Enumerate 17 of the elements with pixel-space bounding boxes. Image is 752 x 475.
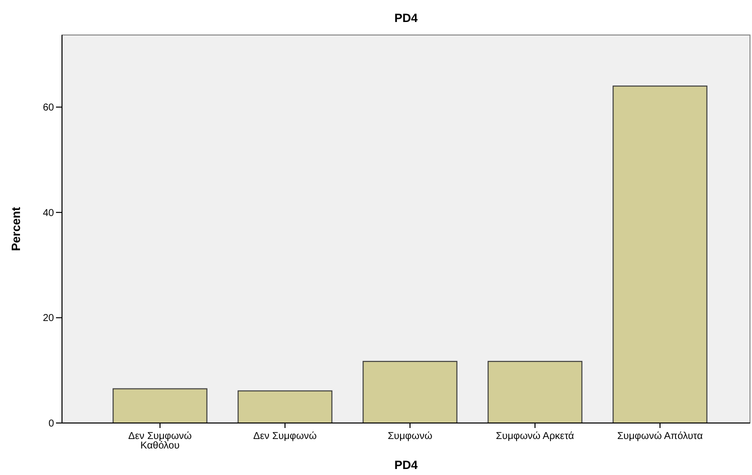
bar	[238, 390, 332, 424]
x-tick-label: Συμφωνώ	[388, 431, 432, 442]
y-axis-title: Percent	[9, 206, 23, 252]
y-tick-label: 60	[42, 102, 54, 114]
y-tick-label: 40	[42, 208, 54, 219]
x-tick-label: Συμφωνώ Απόλυτα	[617, 431, 703, 442]
x-tick-label: Δεν Συμφωνώ Καθόλου	[128, 431, 192, 452]
bar	[112, 388, 208, 424]
x-tick-label: Συμφωνώ Αρκετά	[496, 431, 574, 442]
bar	[488, 360, 582, 424]
bar	[362, 360, 458, 424]
chart-title: PD4	[394, 11, 418, 25]
y-tick-label: 20	[42, 313, 54, 324]
y-tick-label: 0	[48, 418, 54, 430]
bar	[612, 86, 708, 424]
x-axis-title: PD4	[394, 458, 418, 472]
x-tick-label: Δεν Συμφωνώ	[253, 431, 317, 442]
